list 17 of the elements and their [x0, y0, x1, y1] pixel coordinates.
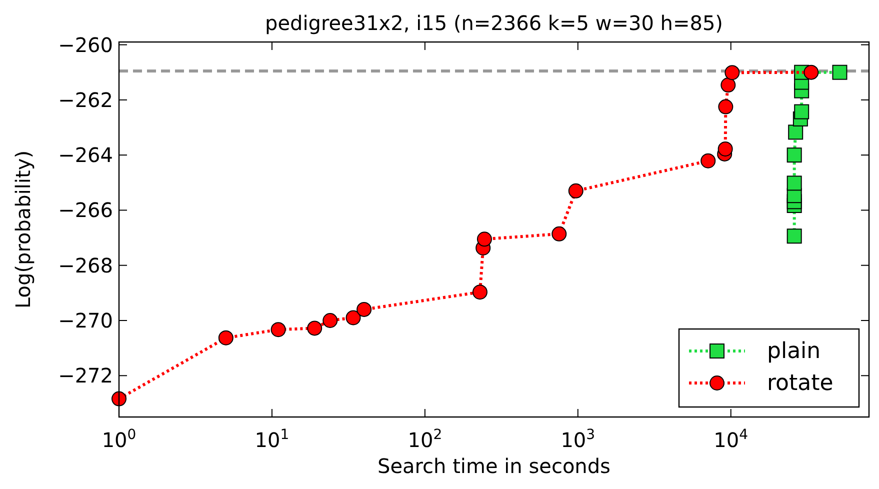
- x-axis-title: Search time in seconds: [378, 454, 610, 478]
- x-tick-label: 10$^{2}$: [408, 427, 442, 452]
- x-tick-label: 10$^{1}$: [254, 427, 290, 452]
- y-tick-label: −268: [58, 253, 113, 278]
- chart-title: pedigree31x2, i15 (n=2366 k=5 w=30 h=85): [265, 11, 723, 35]
- x-tick-label: 10$^{4}$: [714, 427, 748, 452]
- y-tick-label: −260: [58, 32, 113, 57]
- x-tick-label: 10$^{3}$: [560, 427, 596, 452]
- y-tick-label: −266: [58, 198, 113, 222]
- y-tick-label: −264: [58, 143, 113, 168]
- legend-label: plain: [767, 339, 821, 364]
- legend-label: rotate: [767, 371, 834, 396]
- y-axis-title: Log(probability): [11, 150, 35, 309]
- y-tick-label: −270: [58, 308, 113, 332]
- x-tick-label: 10$^{0}$: [102, 427, 136, 452]
- y-tick-label: −262: [58, 88, 113, 112]
- y-tick-label: −272: [58, 364, 113, 388]
